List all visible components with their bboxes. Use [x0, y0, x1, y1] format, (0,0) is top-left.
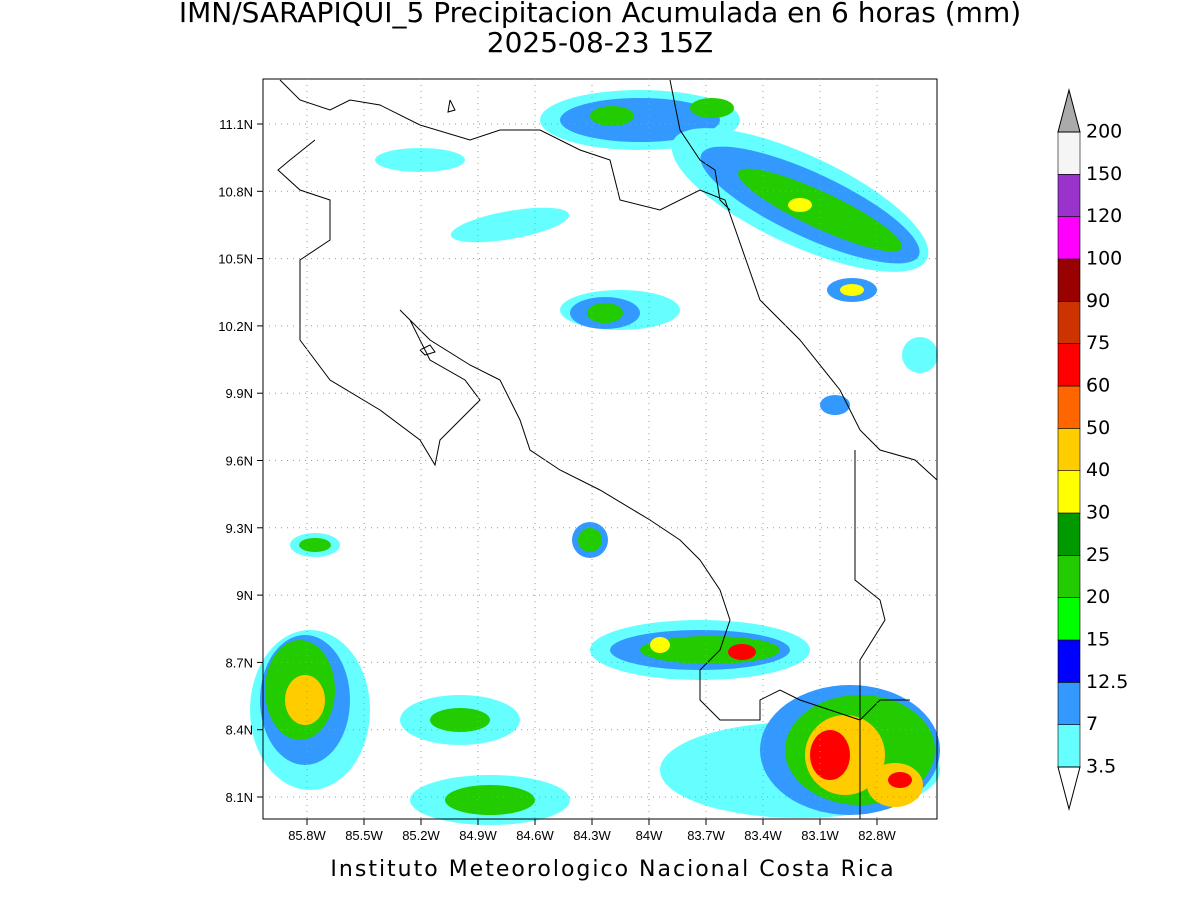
lon-tick-label: 85.8W — [288, 828, 326, 843]
colorbar-segment — [1057, 428, 1081, 471]
lon-tick-label: 83.4W — [744, 828, 782, 843]
lon-tick-label: 85.5W — [345, 828, 383, 843]
lat-tick-label: 10.5N — [218, 252, 253, 267]
colorbar-under — [1057, 766, 1081, 811]
colorbar-segment — [1057, 555, 1081, 598]
colorbar-label: 50 — [1086, 417, 1110, 439]
colorbar-label: 75 — [1086, 332, 1110, 354]
subtitle: 2025-08-23 15Z — [487, 26, 713, 59]
colorbar-label: 25 — [1086, 544, 1110, 566]
colorbar-label: 120 — [1086, 205, 1122, 227]
lat-tick-label: 10.8N — [218, 184, 253, 199]
lat-tick-label: 11.1N — [219, 117, 253, 132]
colorbar-segment — [1057, 258, 1081, 302]
lat-tick-label: 10.2N — [218, 319, 253, 334]
footer: Instituto Meteorologico Nacional Costa R… — [330, 857, 895, 882]
lon-tick-label: 85.2W — [402, 828, 440, 843]
lon-tick-label: 84.3W — [573, 828, 611, 843]
colorbar-label: 90 — [1086, 290, 1110, 312]
colorbar-label: 12.5 — [1086, 671, 1128, 693]
title: IMN/SARAPIQUI_5 Precipitacion Acumulada … — [179, 0, 1021, 29]
lon-tick-label: 84W — [636, 828, 663, 843]
colorbar-label: 40 — [1086, 459, 1110, 481]
colorbar-segment — [1057, 343, 1081, 387]
colorbar-label: 15 — [1086, 629, 1110, 651]
lat-tick-label: 9.3N — [226, 521, 253, 536]
colorbar-segment — [1057, 512, 1081, 556]
lat-tick-label: 8.1N — [226, 790, 253, 805]
lat-tick-label: 9.6N — [226, 454, 253, 469]
colorbar-segment — [1057, 301, 1081, 344]
colorbar-segment — [1057, 174, 1081, 217]
colorbar-segment — [1057, 385, 1081, 429]
colorbar-over — [1057, 88, 1081, 133]
colorbar-label: 3.5 — [1086, 756, 1116, 778]
map-frame — [262, 78, 938, 820]
lat-tick-label: 8.4N — [226, 723, 253, 738]
colorbar-label: 20 — [1086, 586, 1110, 608]
lon-tick-label: 84.9W — [459, 828, 497, 843]
lon-tick-label: 83.1W — [801, 828, 839, 843]
lat-tick-label: 9N — [236, 588, 253, 603]
colorbar-segment — [1057, 216, 1081, 260]
colorbar-segment — [1057, 131, 1081, 175]
precipitation-field — [250, 90, 940, 825]
colorbar-label: 30 — [1086, 502, 1110, 524]
lon-tick-label: 82.8W — [858, 828, 896, 843]
colorbar-label: 200 — [1086, 121, 1122, 143]
lat-tick-label: 8.7N — [226, 655, 253, 670]
colorbar-label: 100 — [1086, 248, 1122, 270]
lon-tick-label: 84.6W — [516, 828, 554, 843]
colorbar-segment — [1057, 682, 1081, 725]
colorbar-segment — [1057, 470, 1081, 514]
colorbar-segment — [1057, 639, 1081, 683]
colorbar-segment — [1057, 724, 1081, 768]
coastlines — [277, 79, 938, 819]
colorbar-segment — [1057, 597, 1081, 641]
colorbar-label: 60 — [1086, 375, 1110, 397]
lat-tick-label: 9.9N — [226, 386, 253, 401]
lon-tick-label: 83.7W — [687, 828, 725, 843]
colorbar-label: 150 — [1086, 163, 1122, 185]
colorbar-label: 7 — [1086, 713, 1098, 735]
